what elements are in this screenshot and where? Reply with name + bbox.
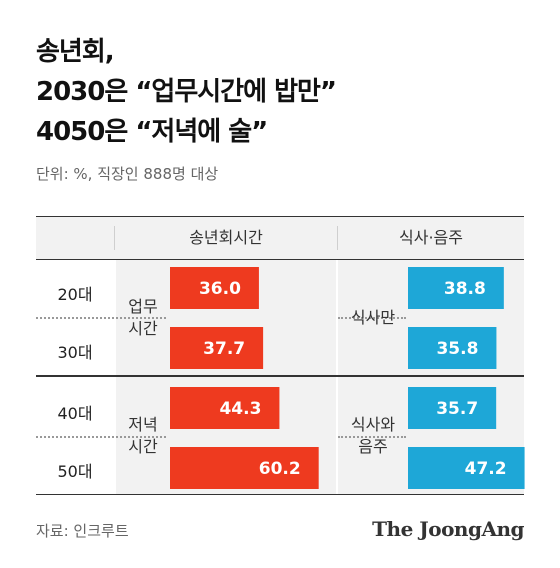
bar-time-0 (170, 267, 259, 309)
age-label-20s: 20대 (57, 285, 93, 304)
group-divider-rule (36, 375, 524, 377)
header-rule (36, 259, 524, 260)
bar-activity-3 (408, 447, 525, 489)
top-rule (36, 216, 524, 217)
chart-title: 송년회, 2030은 “업무시간에 밥만” 4050은 “저녁에 술” (36, 32, 337, 152)
header-separator-1 (114, 226, 115, 250)
bar-activity-0 (408, 267, 504, 309)
bar-value-label-activity-3: 47.2 (465, 459, 507, 479)
bar-time-3 (170, 447, 319, 489)
group-label-meal-and-drinks-line-2: 음주 (358, 437, 388, 456)
group-label-evening-line-2: 시간 (128, 437, 158, 456)
age-label-50s: 50대 (57, 462, 93, 481)
bar-value-label-time-2: 44.3 (219, 399, 261, 419)
table-header-background (36, 217, 524, 259)
bar-value-label-activity-2: 35.7 (436, 399, 478, 419)
title-line-1: 송년회, (36, 37, 115, 67)
bar-value-label-time-0: 36.0 (199, 279, 241, 299)
unit-note: 단위: %, 직장인 888명 대상 (36, 165, 219, 183)
row-divider-left-2 (36, 436, 166, 438)
bar-value-label-time-1: 37.7 (203, 339, 245, 359)
group-label-evening-line-1: 저녁 (128, 415, 158, 434)
bar-value-label-activity-1: 35.8 (436, 339, 478, 359)
title-line-2: 2030은 “업무시간에 밥만” (36, 77, 337, 107)
column-header-time: 송년회시간 (189, 228, 263, 247)
group-label-evening: 저녁 시간 (116, 414, 170, 458)
bottom-rule (36, 494, 524, 495)
group-label-work-hours-line-2: 시간 (128, 319, 158, 338)
title-line-3: 4050은 “저녁에 술” (36, 117, 268, 147)
column-header-activity: 식사·음주 (399, 228, 463, 247)
bar-time-1 (170, 327, 264, 369)
bar-time-2 (170, 387, 280, 429)
age-label-30s: 30대 (57, 343, 93, 362)
header-separator-2 (337, 226, 338, 250)
group-label-meal-only: 식사만 (338, 307, 408, 329)
group-label-work-hours-line-1: 업무 (128, 297, 158, 316)
group-label-meal-and-drinks: 식사와 음주 (338, 414, 408, 458)
age-label-40s: 40대 (57, 404, 93, 423)
group-label-work-hours: 업무 시간 (116, 296, 170, 340)
bar-value-label-time-3: 60.2 (259, 459, 301, 479)
group-label-meal-only-line-1: 식사만 (350, 308, 396, 327)
row-divider-left-1 (36, 317, 166, 319)
source-note: 자료: 인크루트 (36, 522, 129, 540)
publisher-logo: The JoongAng (372, 517, 524, 541)
group-label-meal-and-drinks-line-1: 식사와 (350, 415, 396, 434)
bar-value-label-activity-0: 38.8 (444, 279, 486, 299)
bar-activity-2 (408, 387, 497, 429)
row-divider-mid-2 (338, 436, 406, 438)
bar-activity-1 (408, 327, 497, 369)
row-divider-mid-1 (338, 317, 406, 319)
